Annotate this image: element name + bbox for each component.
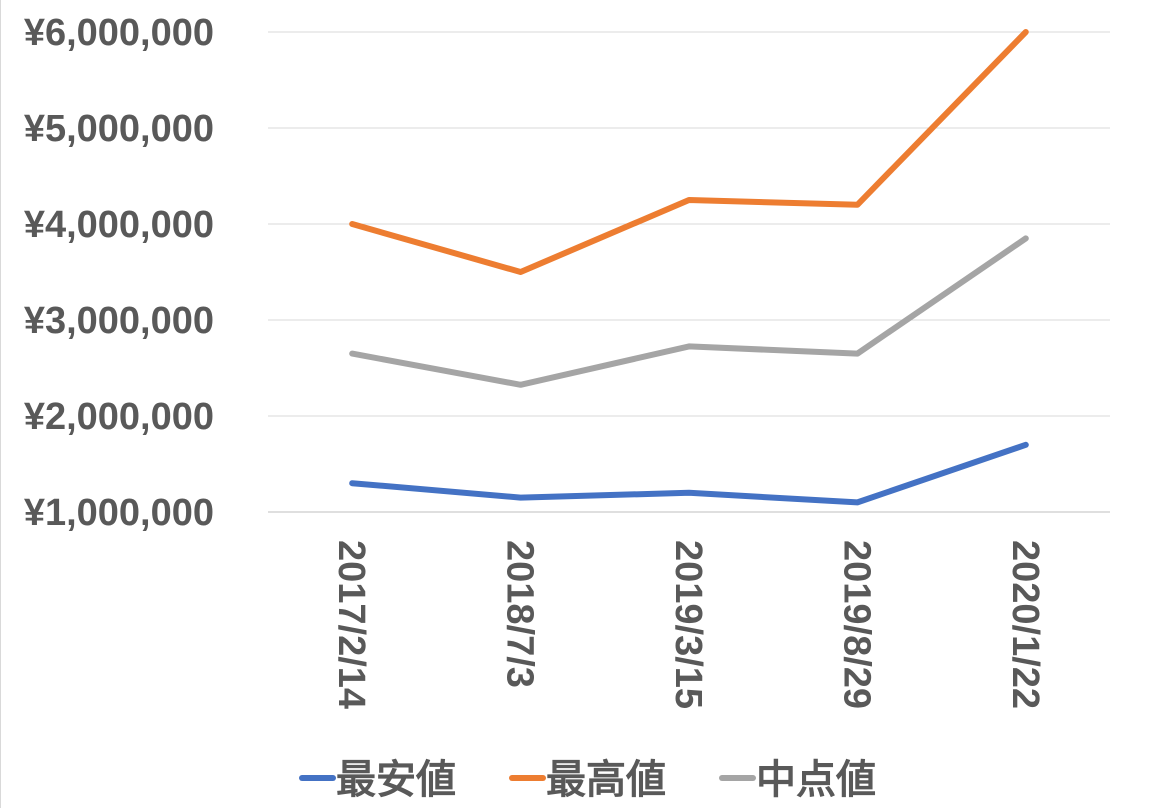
legend-label: 最高値 <box>546 757 666 803</box>
y-tick-label: ¥3,000,000 <box>24 300 214 342</box>
x-tick-label: 2019/8/29 <box>835 540 877 709</box>
x-tick-label: 2019/3/15 <box>667 540 709 709</box>
frame-left-edge <box>0 0 1 808</box>
legend: 最安値 最高値 中点値 <box>299 757 876 803</box>
y-axis-tick-labels: ¥1,000,000 ¥2,000,000 ¥3,000,000 ¥4,000,000… <box>24 12 214 534</box>
x-tick-label: 2018/7/3 <box>499 540 541 688</box>
series-line-2 <box>349 235 1029 388</box>
y-tick-label: ¥5,000,000 <box>24 108 214 150</box>
legend-label: 最安値 <box>336 757 456 803</box>
series-lines <box>349 29 1029 506</box>
x-tick-label: 2017/2/14 <box>330 540 372 709</box>
legend-label: 中点値 <box>756 757 876 803</box>
legend-item: 最高値 <box>509 757 666 803</box>
y-tick-label: ¥1,000,000 <box>24 492 214 534</box>
y-tick-label: ¥6,000,000 <box>24 12 214 54</box>
y-tick-label: ¥4,000,000 <box>24 204 214 246</box>
y-tick-label: ¥2,000,000 <box>24 396 214 438</box>
legend-item: 中点値 <box>719 757 876 803</box>
series-line-1 <box>349 29 1029 275</box>
gridlines <box>268 31 1110 513</box>
x-tick-label: 2020/1/22 <box>1004 540 1046 709</box>
series-line-0 <box>349 441 1029 506</box>
legend-item: 最安値 <box>299 757 456 803</box>
x-axis-tick-labels: 2017/2/14 2018/7/3 2019/3/15 2019/8/29 2020/… <box>330 540 1046 709</box>
